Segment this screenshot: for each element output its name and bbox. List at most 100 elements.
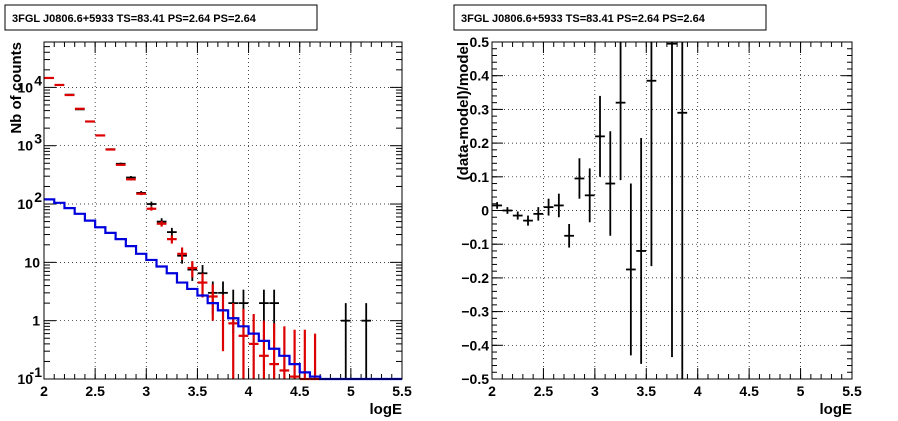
y-tick-label: 0: [481, 203, 489, 219]
model-point: [156, 221, 167, 227]
chart-title: 3FGL J0806.6+5933 TS=83.41 PS=2.64 PS=2.…: [4, 4, 318, 31]
x-axis-title: logE: [820, 401, 853, 418]
y-tick-label: 10: [17, 138, 33, 154]
data-point: [584, 168, 595, 223]
y-tick-label: 0.2: [470, 135, 490, 151]
x-axis-title: logE: [370, 401, 403, 418]
model-point: [166, 235, 177, 244]
model-point: [218, 294, 228, 352]
y-tick-label: 10: [24, 254, 40, 270]
x-tick-label: 4: [245, 383, 253, 399]
y-tick-label: −0.4: [461, 337, 489, 353]
y-tick-label: 0.1: [470, 169, 490, 185]
data-point: [677, 42, 688, 379]
model-point: [126, 178, 136, 181]
model-point: [85, 120, 95, 123]
y-tick-label-base: 10: [17, 138, 33, 154]
model-point: [146, 206, 157, 211]
residuals-chart-panel: 3FGL J0806.6+5933 TS=83.41 PS=2.64 PS=2.…: [449, 0, 898, 421]
model-point: [187, 261, 198, 278]
data-point: [595, 95, 605, 177]
model-point: [115, 163, 126, 166]
counts-chart-panel: 3FGL J0806.6+5933 TS=83.41 PS=2.64 PS=2.…: [4, 4, 412, 418]
data-point: [533, 207, 544, 221]
x-tick-label: 5: [347, 383, 355, 399]
data-point: [574, 158, 585, 199]
chart-title: 3FGL J0806.6+5933 TS=83.41 PS=2.64 PS=2.…: [453, 4, 767, 31]
model-point: [64, 93, 75, 97]
y-tick-label: 0.5: [470, 34, 490, 50]
data-point: [523, 215, 533, 226]
y-tick-label: −0.3: [461, 304, 489, 320]
y-axis-title: (data-model)/model: [455, 42, 472, 180]
model-point: [95, 134, 106, 137]
data-point: [512, 211, 523, 220]
x-tick-label: 4: [694, 383, 702, 399]
y-tick-label-base: 10: [24, 254, 40, 270]
model-point: [269, 323, 280, 379]
data-point: [361, 303, 372, 379]
data-point: [667, 42, 677, 358]
data-point: [340, 303, 351, 379]
x-tick-label: 3: [591, 383, 599, 399]
y-tick-label: 0.4: [470, 68, 490, 84]
y-tick-label: 1: [32, 313, 40, 329]
model-point: [136, 192, 147, 196]
y-tick-label-exponent: -1: [30, 364, 43, 380]
data-point: [502, 207, 513, 214]
series-data_points: [492, 42, 688, 379]
y-tick-label-base: 10: [17, 371, 33, 387]
plot-frame: [491, 41, 853, 380]
series-model_points: [44, 76, 320, 381]
data-point: [625, 183, 636, 356]
plot-frame: [43, 41, 403, 380]
x-tick-label: 4.5: [290, 383, 310, 399]
x-tick-label: 4.5: [739, 383, 759, 399]
x-tick-label: 5.5: [842, 383, 862, 399]
y-axis-title: Nb of counts: [8, 42, 25, 134]
chart-title-box: [453, 4, 767, 31]
x-tick-label: 3.5: [637, 383, 657, 399]
y-tick-label: 10: [17, 79, 33, 95]
model-point: [105, 148, 116, 151]
y-tick-label: 0.3: [470, 101, 490, 117]
data-point: [553, 193, 564, 218]
data-point: [646, 42, 657, 267]
data-point: [492, 202, 503, 209]
y-tick-label: 10: [17, 371, 33, 387]
y-tick-label-exponent: 3: [34, 131, 42, 147]
model-point: [259, 320, 269, 379]
chart-title-text: 3FGL J0806.6+5933 TS=83.41 PS=2.64 PS=2.…: [12, 13, 257, 25]
model-point: [228, 303, 239, 379]
x-tick-label: 2: [40, 383, 48, 399]
model-point: [310, 333, 320, 381]
x-tick-label: 3.5: [188, 383, 208, 399]
model-point: [197, 273, 208, 298]
series-step: [44, 198, 402, 381]
x-tick-label: 5.5: [392, 383, 412, 399]
y-tick-label: 10: [17, 196, 33, 212]
model-point: [177, 247, 187, 260]
data-point: [636, 138, 647, 364]
chart-title-text: 3FGL J0806.6+5933 TS=83.41 PS=2.64 PS=2.…: [461, 13, 706, 25]
y-tick-label: −0.2: [461, 270, 489, 286]
x-tick-label: 2.5: [534, 383, 554, 399]
y-tick-label-base: 1: [32, 313, 40, 329]
x-tick-label: 2.5: [85, 383, 105, 399]
data-point: [605, 131, 616, 236]
y-tick-label-base: 10: [17, 79, 33, 95]
y-tick-label: −0.5: [461, 371, 489, 387]
y-tick-label-exponent: 2: [34, 189, 42, 205]
y-tick-label-exponent: 4: [34, 72, 42, 88]
data-point: [146, 201, 157, 207]
data-point: [564, 223, 575, 248]
data-point: [615, 42, 626, 181]
x-tick-label: 5: [797, 383, 805, 399]
y-tick-label-base: 10: [17, 196, 33, 212]
data-point: [543, 198, 554, 216]
counts-chart: 3FGL J0806.6+5933 TS=83.41 PS=2.64 PS=2.…: [4, 4, 412, 418]
chart-title-box: [4, 4, 318, 31]
series-data_points: [44, 77, 372, 379]
x-tick-label: 2: [488, 383, 496, 399]
model-point: [248, 314, 259, 379]
